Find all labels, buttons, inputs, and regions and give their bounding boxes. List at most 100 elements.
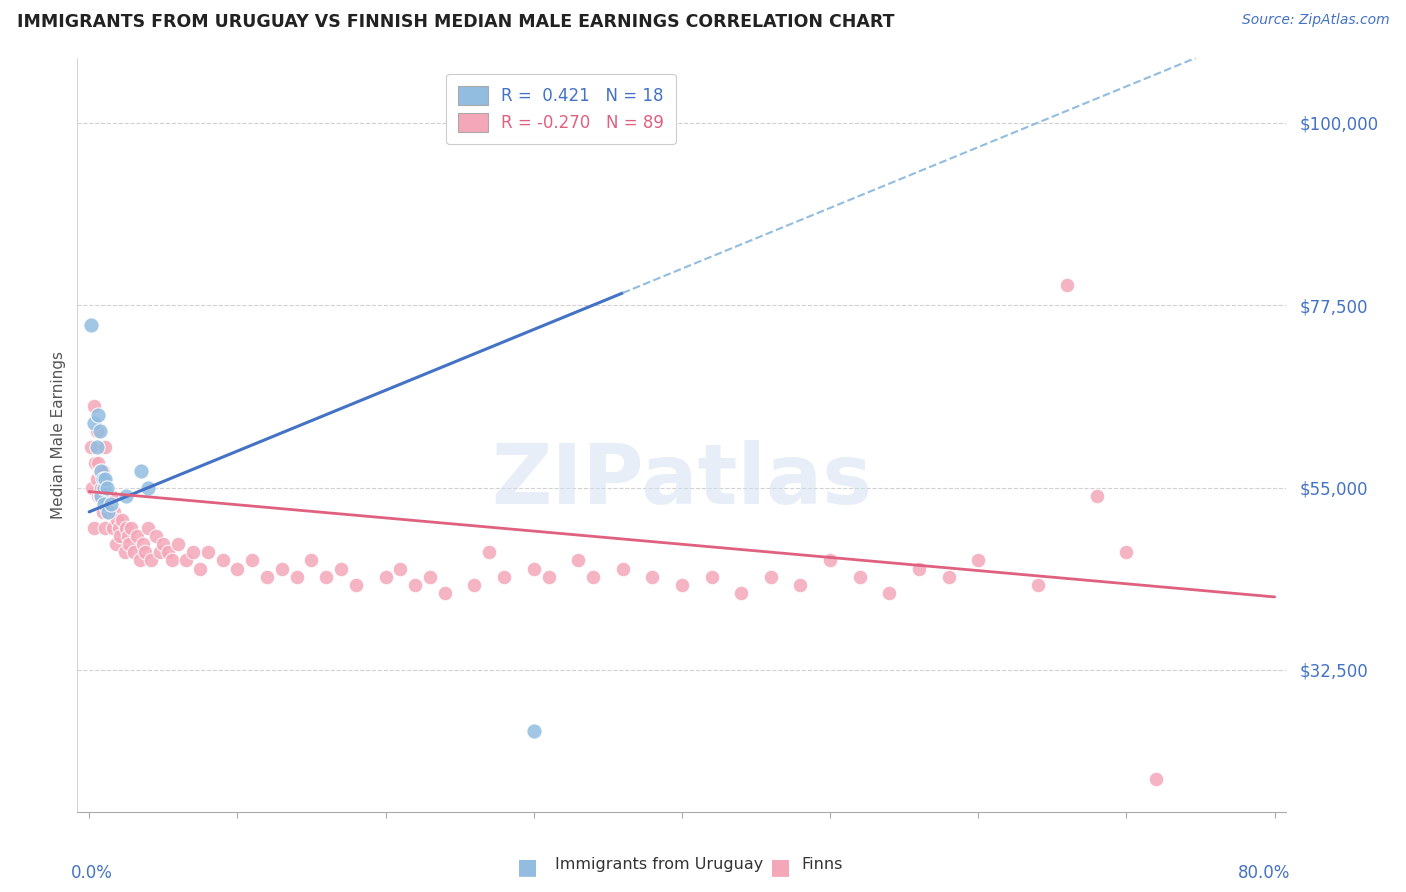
Point [101, 521, 124, 535]
Point [344, 578, 367, 592]
Point [122, 545, 145, 559]
Point [84, 456, 107, 470]
Point [152, 537, 174, 551]
Point [82, 481, 104, 495]
Point [125, 529, 148, 543]
Point [97, 505, 120, 519]
Point [285, 570, 308, 584]
Point [131, 537, 153, 551]
Point [90, 489, 112, 503]
Point [138, 521, 160, 535]
Y-axis label: Median Male Earnings: Median Male Earnings [51, 351, 66, 519]
Point [94, 440, 117, 454]
Point [115, 489, 138, 503]
Point [1056, 277, 1078, 292]
Point [89, 464, 111, 478]
Point [848, 570, 870, 584]
Text: Source: ZipAtlas.com: Source: ZipAtlas.com [1241, 13, 1389, 28]
Point [94, 472, 117, 486]
Point [879, 586, 901, 600]
Point [93, 481, 115, 495]
Point [90, 464, 112, 478]
Point [89, 489, 111, 503]
Point [86, 472, 108, 486]
Point [759, 570, 782, 584]
Point [93, 472, 115, 486]
Point [301, 553, 323, 567]
Point [108, 521, 131, 535]
Point [111, 513, 134, 527]
Text: Finns: Finns [801, 857, 842, 872]
Point [938, 570, 960, 584]
Point [641, 570, 664, 584]
Point [94, 521, 117, 535]
Point [188, 561, 211, 575]
Point [118, 537, 141, 551]
Point [671, 578, 693, 592]
Point [79, 318, 101, 333]
Point [567, 553, 589, 567]
Point [197, 545, 219, 559]
Point [110, 529, 132, 543]
Point [582, 570, 605, 584]
Point [83, 416, 105, 430]
Text: IMMIGRANTS FROM URUGUAY VS FINNISH MEDIAN MALE EARNINGS CORRELATION CHART: IMMIGRANTS FROM URUGUAY VS FINNISH MEDIA… [17, 13, 894, 31]
Point [1085, 489, 1108, 503]
Point [117, 529, 139, 543]
Point [315, 570, 337, 584]
Point [967, 553, 990, 567]
Point [90, 481, 112, 495]
Point [138, 481, 160, 495]
Point [100, 489, 122, 503]
Point [86, 424, 108, 438]
Point [404, 578, 426, 592]
Point [789, 578, 811, 592]
Point [463, 578, 485, 592]
Point [141, 553, 163, 567]
Point [96, 481, 118, 495]
Point [612, 561, 634, 575]
Point [908, 561, 931, 575]
Point [83, 521, 105, 535]
Legend: R =  0.421   N = 18, R = -0.270   N = 89: R = 0.421 N = 18, R = -0.270 N = 89 [446, 74, 676, 144]
Text: Immigrants from Uruguay: Immigrants from Uruguay [555, 857, 763, 872]
Point [87, 408, 110, 422]
Point [120, 521, 142, 535]
Point [149, 545, 172, 559]
Point [419, 570, 441, 584]
Point [174, 553, 197, 567]
Point [115, 521, 138, 535]
Point [523, 561, 546, 575]
Text: ZIPatlas: ZIPatlas [492, 440, 872, 521]
Point [100, 497, 122, 511]
Point [523, 723, 546, 738]
Point [494, 570, 516, 584]
Point [105, 513, 128, 527]
Point [181, 545, 204, 559]
Point [1144, 772, 1167, 787]
Point [83, 400, 105, 414]
Point [129, 464, 152, 478]
Point [91, 464, 114, 478]
Point [374, 570, 396, 584]
Point [1026, 578, 1049, 592]
Point [389, 561, 412, 575]
Point [97, 505, 120, 519]
Point [86, 440, 108, 454]
Point [103, 505, 125, 519]
Point [96, 489, 118, 503]
Point [91, 505, 114, 519]
Point [145, 529, 167, 543]
Point [134, 545, 156, 559]
Point [256, 570, 278, 584]
Point [211, 553, 233, 567]
Point [270, 561, 292, 575]
Text: ■: ■ [770, 857, 790, 877]
Point [818, 553, 841, 567]
Point [93, 497, 115, 511]
Text: 80.0%: 80.0% [1237, 864, 1291, 882]
Point [226, 561, 249, 575]
Text: ■: ■ [517, 857, 537, 877]
Point [167, 537, 190, 551]
Point [478, 545, 501, 559]
